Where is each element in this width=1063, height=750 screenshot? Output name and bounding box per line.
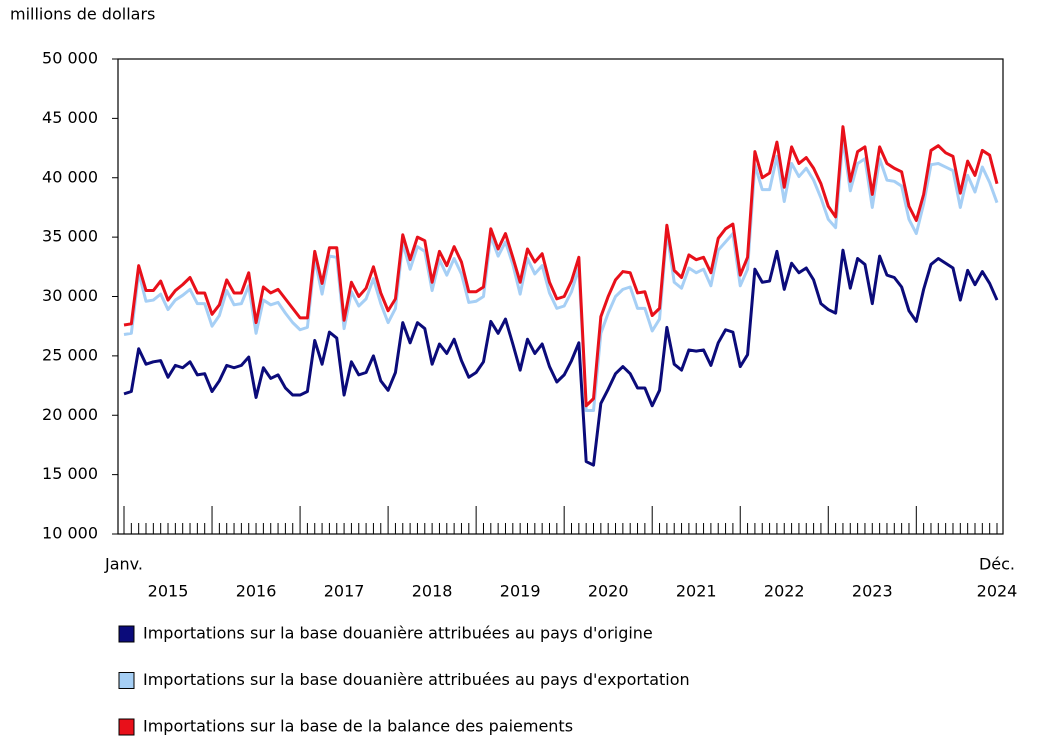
year-label: 2024 [977,582,1018,601]
year-label: 2015 [148,582,189,601]
year-label: 2017 [324,582,365,601]
y-tick-label: 30 000 [42,286,98,305]
year-label: 2020 [588,582,629,601]
x-tick-label: Déc. [979,555,1015,574]
y-tick-label: 45 000 [42,108,98,127]
y-tick-label: 15 000 [42,464,98,483]
legend-label: Importations sur la base de la balance d… [143,717,573,736]
legend-label: Importations sur la base douanière attri… [143,670,690,689]
legend-swatch [118,625,135,643]
y-tick-label: 20 000 [42,405,98,424]
series-line [123,248,999,467]
year-label: 2016 [236,582,277,601]
y-tick-label: 40 000 [42,167,98,186]
legend-swatch [118,672,135,689]
y-tick-label: 35 000 [42,227,98,246]
year-label: 2023 [852,582,893,601]
series-line [123,137,999,412]
year-label: 2022 [764,582,805,601]
x-tick-label: Janv. [104,555,143,574]
year-label: 2019 [500,582,541,601]
year-label: 2018 [412,582,453,601]
legend-swatch [118,718,135,736]
legend-label: Importations sur la base douanière attri… [143,624,653,643]
y-tick-label: 25 000 [42,345,98,364]
series-line [123,125,999,408]
y-axis-title: millions de dollars [10,5,155,24]
y-tick-label: 50 000 [42,49,98,68]
y-tick-label: 10 000 [42,524,98,543]
year-label: 2021 [676,582,717,601]
